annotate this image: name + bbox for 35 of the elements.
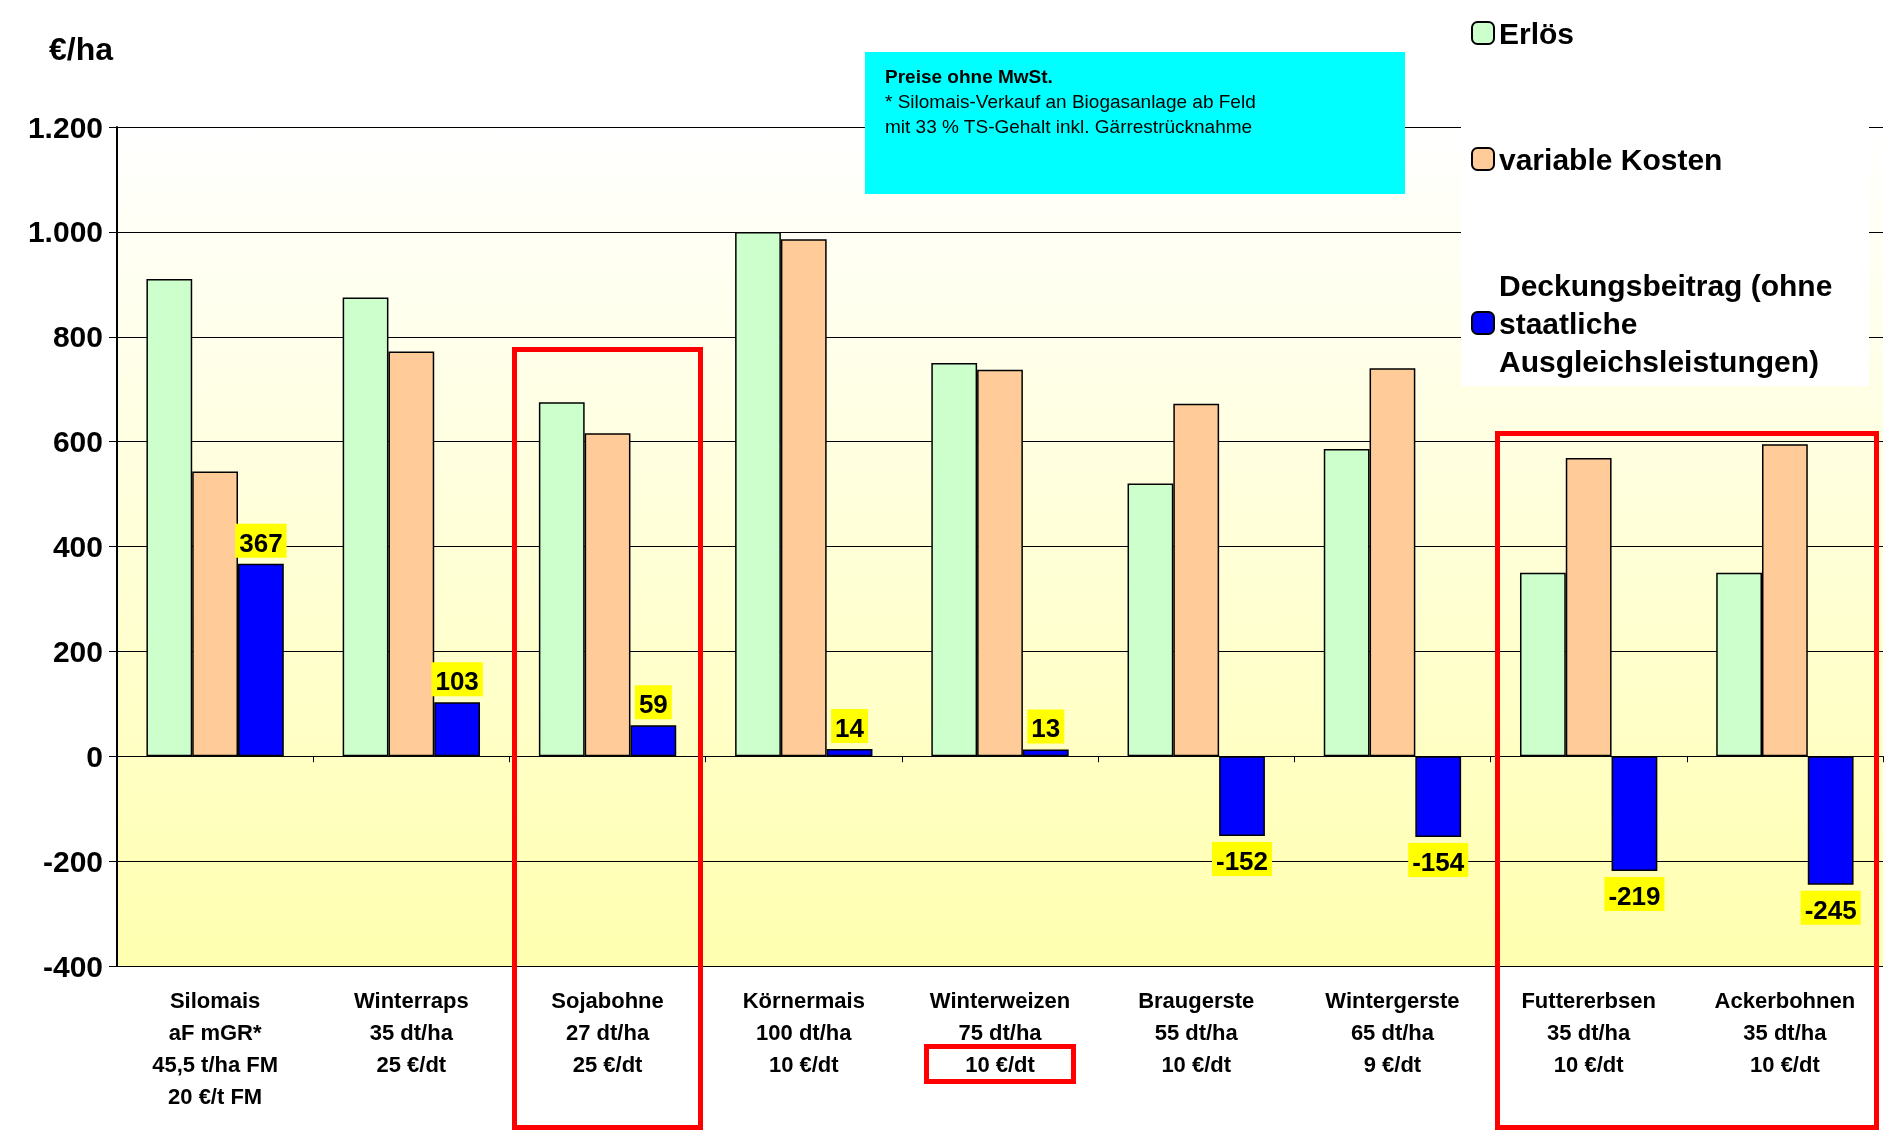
x-tick-label: Ackerbohnen 35 dt/ha 10 €/dt — [1714, 987, 1856, 1077]
legend-label: Deckungsbeitrag (ohne staatliche Ausgleichsleistungen) — [1499, 268, 1841, 378]
annotation: * Silomais-Verkauf an Biogasanlage ab Feld mit 33 % TS-Gehalt inkl. Gärrestrücknahme — [885, 90, 1257, 139]
data-label: 13 — [1031, 713, 1061, 744]
data-label: -219 — [1608, 881, 1661, 912]
data-label: 59 — [638, 689, 668, 720]
data-label: 14 — [835, 712, 865, 743]
x-tick-label: Körnermais 100 dt/ha 10 €/dt — [742, 987, 865, 1077]
bar — [1415, 756, 1462, 837]
data-label: -154 — [1412, 847, 1465, 877]
y-tick-label: -200 — [42, 844, 103, 878]
y-tick-label: -400 — [42, 949, 103, 983]
x-tick-label: Sojabohne 27 dt/ha 25 €/dt — [551, 987, 664, 1077]
data-label: 103 — [435, 666, 479, 697]
y-tick-label: 0 — [86, 739, 103, 773]
note-box: Preise ohne MwSt. * Silomais-Verkauf an Biogasanlage ab Feld mit 33 % TS-Gehalt inkl. Gärrestrücknahme — [865, 52, 1405, 194]
x-tick-label: Winterweizen 75 dt/ha 10 €/dt — [929, 987, 1071, 1077]
y-axis-title: €/ha — [48, 31, 114, 67]
data-label: -152 — [1215, 845, 1269, 876]
y-tick-label: 400 — [52, 530, 103, 563]
y-tick-label: 600 — [52, 425, 103, 459]
data-label: 367 — [239, 527, 283, 558]
legend-label: variable Kosten — [1499, 142, 1723, 176]
bar — [1219, 756, 1265, 836]
y-tick-label: 800 — [52, 320, 103, 354]
x-tick-label: Wintergerste 65 dt/ha 9 €/dt — [1325, 987, 1460, 1077]
x-tick-label: Silomais aF mGR* 45,5 t/ha FM 20 €/t FM — [152, 987, 279, 1109]
y-tick-label: 200 — [52, 634, 103, 668]
x-tick-label: Braugerste 55 dt/ha 10 €/dt — [1138, 987, 1255, 1077]
x-tick-label: Futtererbsen 35 dt/ha 10 €/dt — [1521, 987, 1656, 1077]
y-tick-label: 1.000 — [27, 215, 103, 249]
data-label: -245 — [1804, 894, 1857, 925]
x-tick-label: Winterraps 35 dt/ha 25 €/dt — [353, 987, 469, 1077]
legend-label: Erlös — [1499, 16, 1575, 50]
y-tick-label: 1.200 — [27, 110, 103, 144]
